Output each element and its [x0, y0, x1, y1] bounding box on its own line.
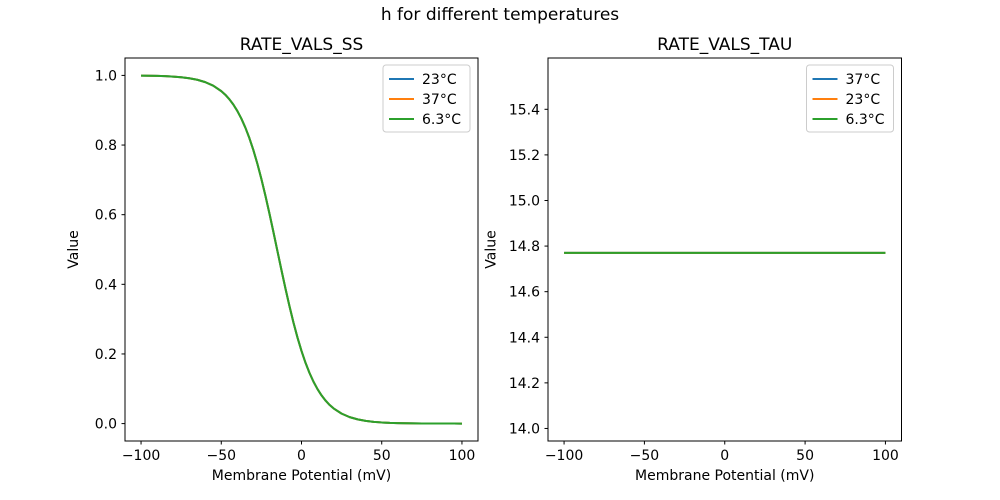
x-tick-label: 50	[373, 448, 391, 464]
y-axis-label: Value	[66, 230, 82, 268]
y-tick-label: 15.0	[509, 193, 540, 209]
legend-label-23-c: 23°C	[846, 92, 881, 108]
y-tick-label: 14.2	[509, 376, 540, 392]
legend-box	[382, 64, 471, 133]
y-tick-label: 14.8	[509, 239, 540, 255]
legend-label-37-c: 37°C	[422, 92, 457, 108]
y-tick-label: 0.2	[95, 347, 117, 363]
x-tick-label: −50	[206, 448, 236, 464]
subplot-rate-vals-tau: −100 −50 0 50 100 14.0 14.2 14.4 14.6 14.8 15.0 15.…	[484, 35, 902, 484]
y-tick-label: 15.2	[509, 148, 540, 164]
x-tick-label: 100	[872, 448, 899, 464]
x-tick-label: −50	[630, 448, 660, 464]
x-tick-label: 0	[297, 448, 306, 464]
y-tick-label: 1.0	[95, 68, 117, 84]
y-axis-label: Value	[484, 230, 500, 268]
x-tick-label: −100	[545, 448, 583, 464]
series-line-6.3-c	[141, 74, 462, 425]
legend-label-6.3-c: 6.3°C	[422, 112, 461, 128]
y-tick-label: 0.8	[95, 138, 117, 154]
x-tick-label: 100	[449, 448, 476, 464]
x-tick-label: 0	[720, 448, 729, 464]
x-axis-label: Membrane Potential (mV)	[635, 468, 814, 484]
figure-title: h for different temperatures	[380, 5, 620, 25]
legend-box	[806, 64, 894, 133]
y-tick-label: 14.6	[509, 285, 540, 301]
y-tick-label: 14.0	[509, 421, 540, 437]
legend-label-6.3-c: 6.3°C	[846, 112, 885, 128]
subplot-rate-vals-ss: −100 −50 0 50 100 0.0 0.2 0.4 0.6 0.8 1.0 RATE_VALS…	[66, 35, 479, 484]
x-tick-label: 50	[796, 448, 814, 464]
legend-label-23-c: 23°C	[422, 72, 457, 88]
y-tick-label: 0.4	[95, 277, 117, 293]
subplot-title: RATE_VALS_SS	[240, 35, 364, 55]
legend: 23°C 37°C 6.3°C	[382, 64, 471, 133]
legend-label-37-c: 37°C	[846, 72, 881, 88]
y-tick-label: 0.0	[95, 417, 117, 433]
x-tick-label: −100	[122, 448, 160, 464]
y-tick-label: 14.4	[509, 330, 540, 346]
y-tick-label: 15.4	[509, 102, 540, 118]
legend: 37°C 23°C 6.3°C	[806, 64, 894, 133]
y-tick-label: 0.6	[95, 208, 117, 224]
x-axis-label: Membrane Potential (mV)	[212, 468, 391, 484]
subplot-title: RATE_VALS_TAU	[657, 35, 792, 55]
